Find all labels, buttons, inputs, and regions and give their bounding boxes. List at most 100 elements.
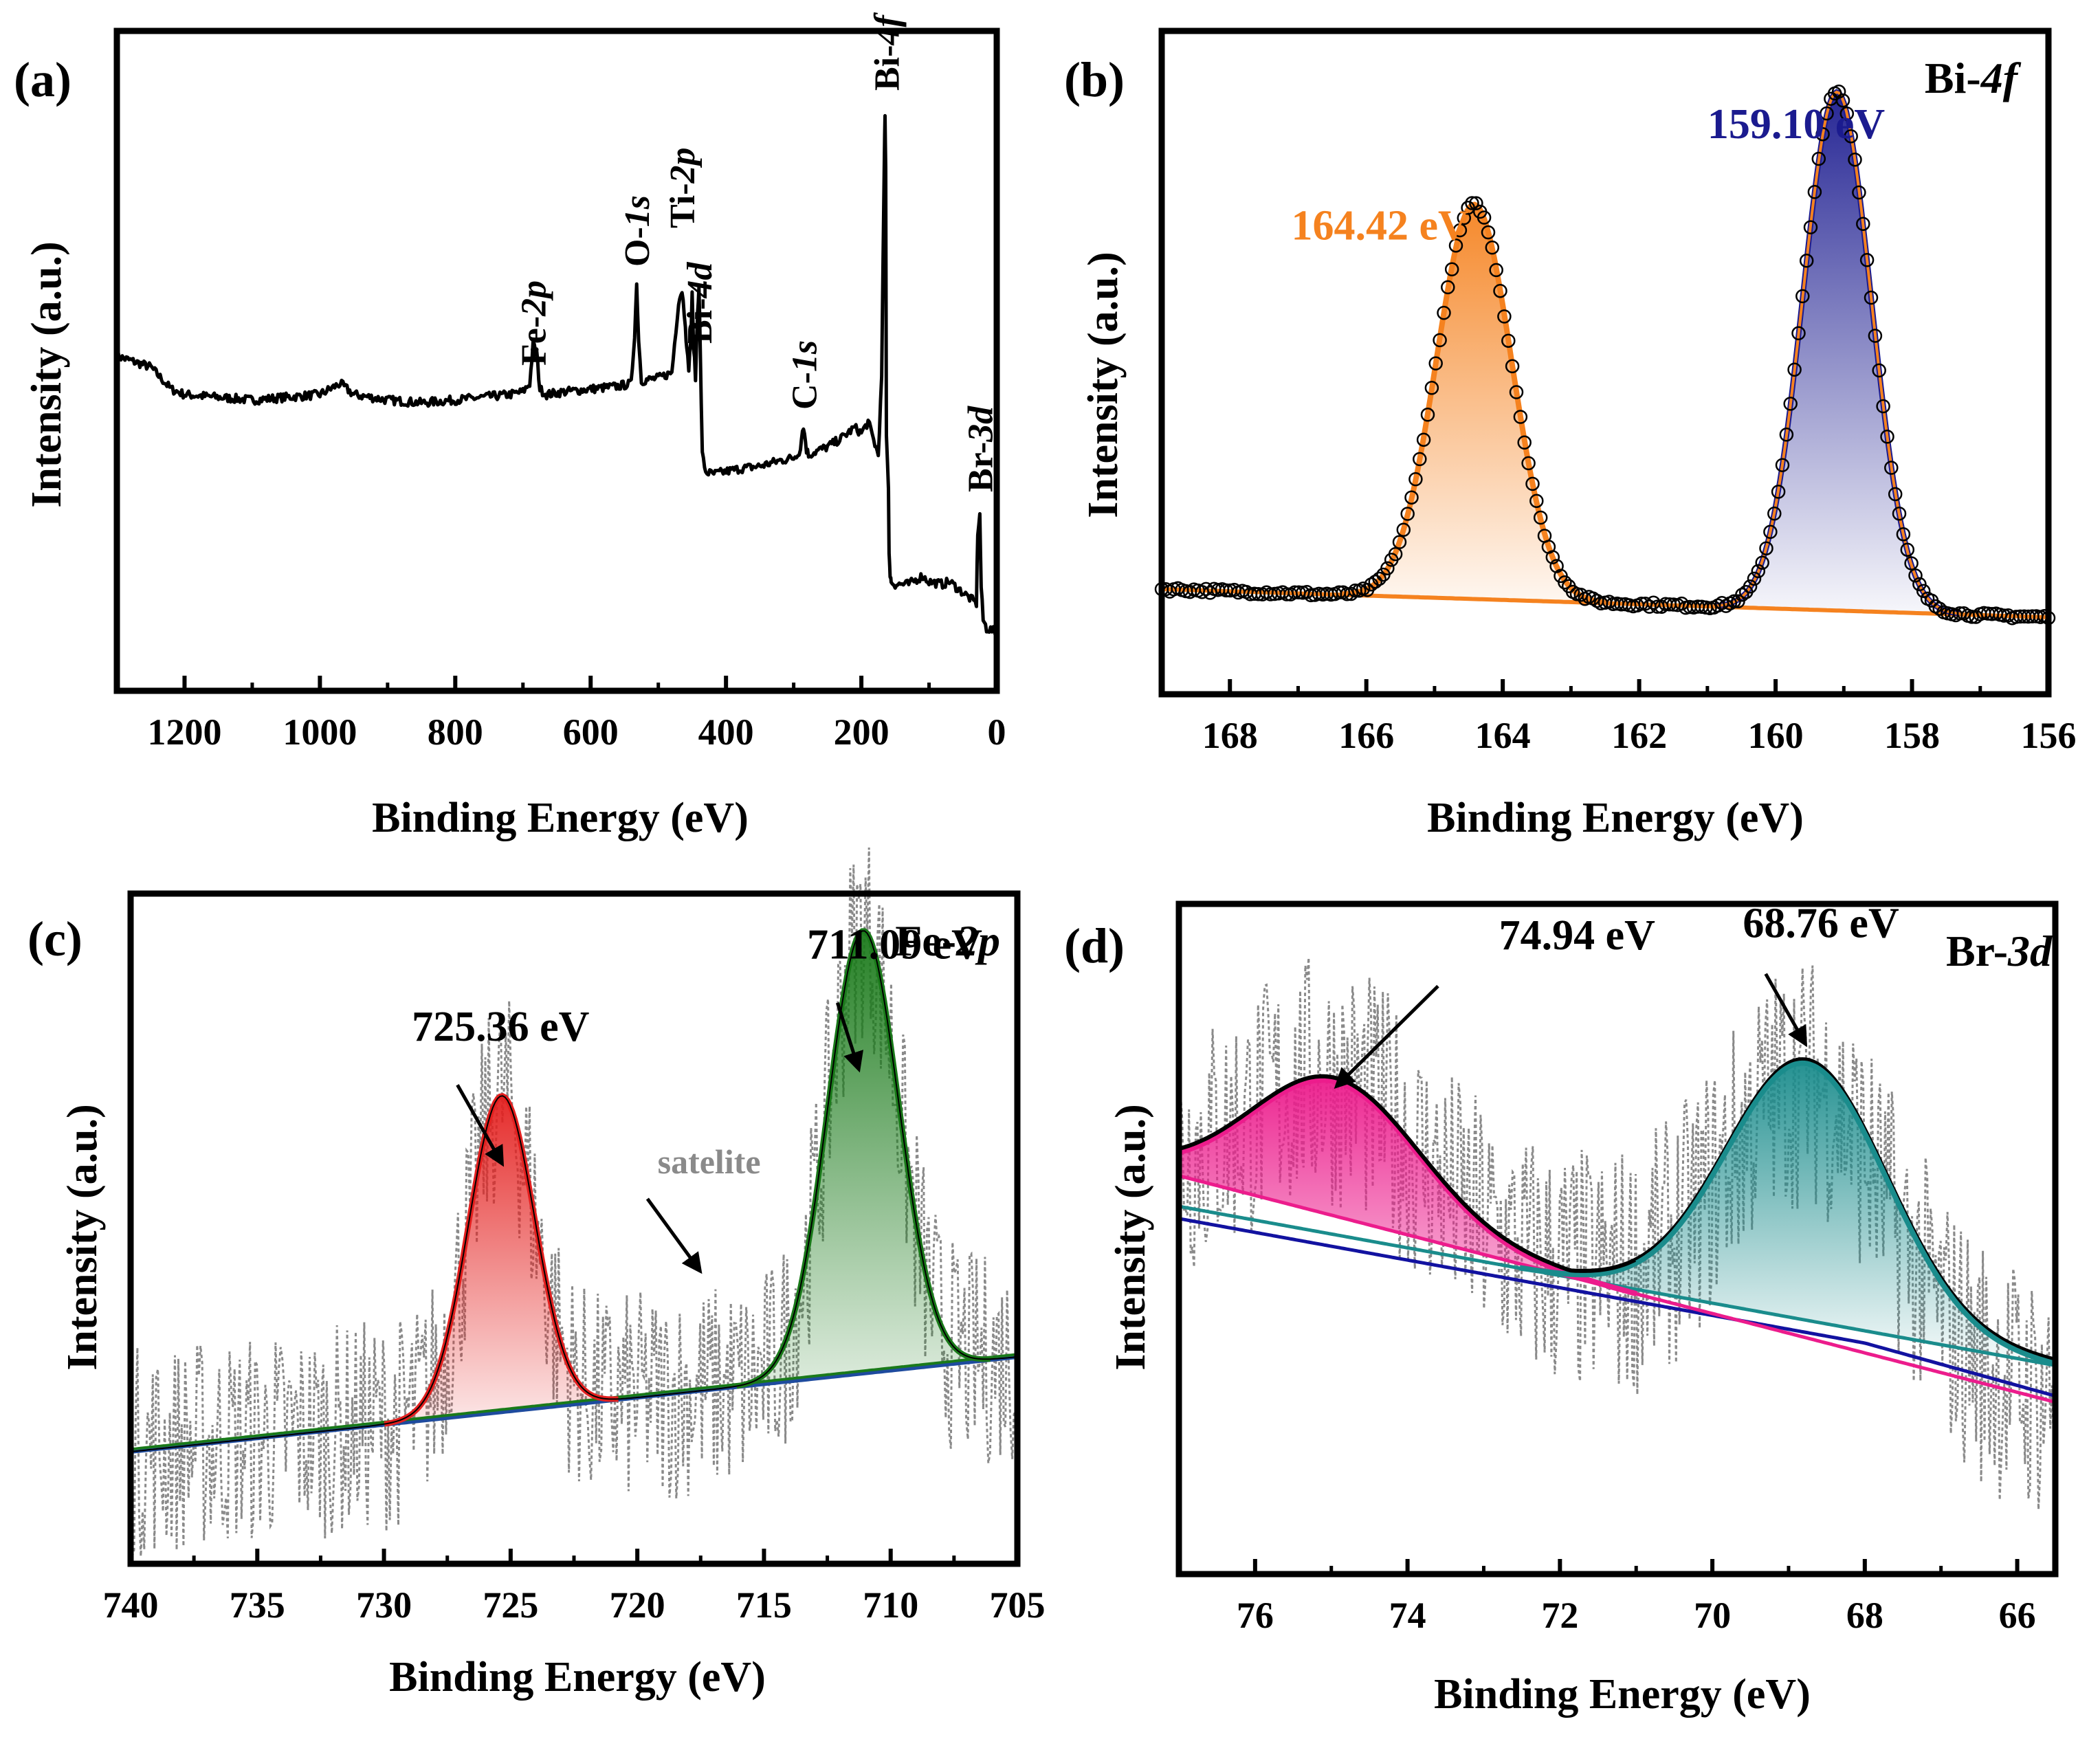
x-tick-label: 600 — [563, 711, 619, 753]
panel-c-title: Fe-2p — [895, 916, 1000, 965]
peak-fill — [1162, 204, 2048, 617]
peak-value-label: 725.36 eV — [412, 1004, 590, 1050]
data-point — [1525, 476, 1540, 491]
panel-d-data — [1178, 958, 2057, 1509]
data-point — [1787, 362, 1802, 377]
panel-a-frame — [113, 27, 1000, 694]
data-point — [1558, 575, 1572, 590]
x-tick-label: 725 — [483, 1584, 538, 1626]
panel-b-xlabel: Binding Energy (eV) — [1427, 795, 1804, 841]
data-point — [1852, 185, 1866, 200]
x-tick-label: 715 — [736, 1584, 792, 1626]
data-point — [1424, 381, 1439, 395]
data-point — [1513, 410, 1528, 424]
panel-d-xticks: 76 74 72 70 68 66 — [1237, 1559, 2036, 1636]
panel-b-xticks: 168 166 164 162 160 158 156 — [1202, 679, 2077, 756]
x-tick-label: 158 — [1884, 715, 1940, 756]
data-point — [1783, 397, 1798, 411]
annotation-arrow — [645, 1197, 703, 1274]
x-tick-label: 76 — [1237, 1595, 1274, 1636]
x-tick-label: 720 — [610, 1584, 665, 1626]
data-point — [1751, 564, 1766, 579]
data-point — [1811, 151, 1826, 166]
data-point — [1908, 568, 1923, 583]
x-tick-label: 1000 — [283, 711, 357, 753]
x-tick-label: 740 — [103, 1584, 159, 1626]
peak-value-label: 74.94 eV — [1499, 912, 1656, 959]
annotation-arrow — [1334, 984, 1439, 1089]
data-point — [1441, 280, 1455, 295]
baseline-green — [130, 1353, 1018, 1451]
peak-fill — [131, 931, 1017, 1452]
data-point — [1864, 290, 1879, 305]
data-point — [1413, 452, 1427, 467]
data-point — [1759, 541, 1773, 555]
data-point — [1775, 458, 1790, 472]
data-point — [1820, 106, 1834, 121]
data-point — [1469, 196, 1483, 210]
data-point — [1529, 494, 1544, 508]
panel-a-label: (a) — [14, 52, 71, 107]
x-tick-label: 164 — [1475, 715, 1531, 756]
panel-c: (c) Intensity (a.u.) Binding Energy (eV)… — [27, 847, 1046, 1701]
data-point — [1675, 596, 1689, 611]
panel-d-ylabel: Intensity (a.u.) — [1107, 1104, 1154, 1371]
panel-c-xticks: 740 735 730 725 720 715 710 705 — [103, 1549, 1046, 1626]
x-tick-label: 735 — [230, 1584, 285, 1626]
x-tick-label: 70 — [1694, 1595, 1731, 1636]
data-point — [1404, 490, 1419, 505]
x-tick-label: 72 — [1541, 1595, 1578, 1636]
data-point — [1755, 555, 1769, 570]
panel-d-frame — [1175, 900, 2059, 1578]
data-point — [1477, 210, 1492, 225]
data-point — [1815, 126, 1830, 142]
peak-component-line — [1635, 1060, 2056, 1366]
x-tick-label: 66 — [1999, 1595, 2036, 1636]
data-point — [1485, 240, 1500, 255]
panel-a-ylabel: Intensity (a.u.) — [23, 241, 70, 508]
panel-b-annotations: 164.42 eV 159.10 eV — [1292, 101, 1886, 250]
panel-d: (d) Intensity (a.u.) Binding Energy (eV)… — [1064, 900, 2059, 1718]
data-point — [1428, 356, 1443, 370]
peak-value-label: 68.76 eV — [1743, 900, 1899, 947]
data-point — [1461, 201, 1475, 215]
panel-a: (a) Intensity (a.u.) Binding Energy (eV)… — [14, 12, 1006, 841]
data-point — [1791, 326, 1806, 341]
data-point — [1481, 225, 1496, 240]
data-point — [1767, 506, 1782, 521]
panel-b-title: Bi-4f — [1925, 54, 2022, 102]
satellite-label: satelite — [658, 1142, 761, 1181]
data-point — [1545, 550, 1560, 564]
data-point — [1888, 487, 1903, 502]
data-point — [1497, 309, 1512, 324]
x-tick-label: 705 — [990, 1584, 1046, 1626]
data-point — [1396, 522, 1411, 537]
x-tick-label: 1200 — [147, 711, 221, 753]
data-point — [1880, 430, 1894, 444]
x-tick-label: 710 — [863, 1584, 918, 1626]
data-point — [1839, 107, 1855, 121]
data-point — [1876, 399, 1890, 414]
data-point — [1743, 579, 1758, 594]
data-point — [1912, 577, 1927, 592]
x-tick-label: 730 — [356, 1584, 412, 1626]
x-tick-label: 74 — [1389, 1595, 1426, 1636]
peak-fill — [1179, 1080, 2055, 1402]
data-point — [1795, 289, 1810, 304]
panel-b-ylabel: Intensity (a.u.) — [1080, 252, 1127, 518]
data-point — [1372, 571, 1386, 586]
data-point — [1763, 524, 1778, 540]
data-point — [1916, 584, 1931, 599]
x-tick-label: 156 — [2021, 715, 2077, 756]
peak-annotation: C-1s — [785, 340, 824, 410]
data-point — [1368, 574, 1383, 589]
x-tick-label: 200 — [834, 711, 889, 753]
x-tick-label: 68 — [1846, 1595, 1883, 1636]
data-point — [1380, 561, 1395, 575]
peak-annotation: Ti-2p — [663, 147, 703, 228]
data-point — [1835, 93, 1850, 108]
data-point — [1400, 507, 1415, 521]
panel-b-frame — [1158, 27, 2052, 698]
data-point — [1533, 510, 1548, 525]
